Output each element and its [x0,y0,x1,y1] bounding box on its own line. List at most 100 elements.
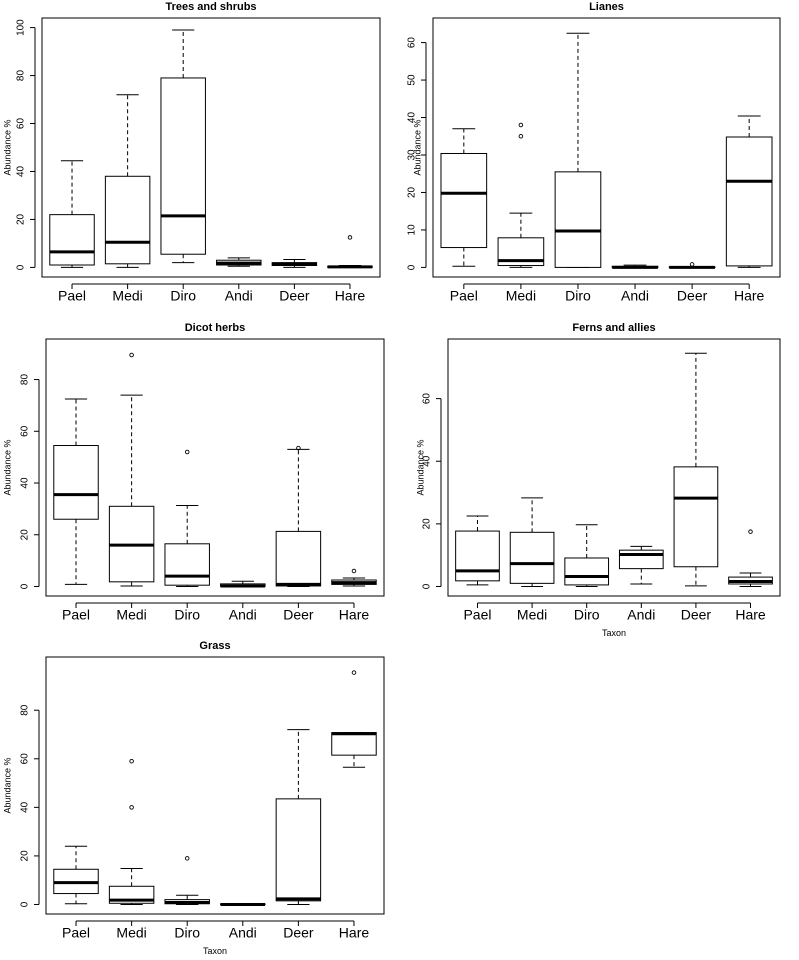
box-hare [327,235,373,269]
y-axis-label: Abundance % [2,439,12,495]
box-body [331,732,377,756]
box-medi [104,94,151,268]
y-tick-label: 20 [422,518,433,530]
y-tick-label: 0 [20,583,31,589]
chart-panel: Lianes 0 10 20 30 40 50 60 Abundance % Pael Medi Di… [407,1,781,304]
chart-panel: Grass 0 20 40 60 80 Abundance % Pael Medi Diro And… [2,640,385,956]
box-hare [331,670,377,768]
box-deer [668,262,716,269]
chart-title: Ferns and allies [572,322,655,334]
box-body [509,531,555,584]
box-body [440,152,488,249]
y-tick-label: 20 [407,186,418,198]
box-diro [554,32,602,268]
y-tick-label: 80 [20,374,31,386]
x-tick-label: Andi [229,925,257,941]
outlier-point [748,529,753,534]
x-tick-label: Hare [339,607,370,623]
y-tick-label: 0 [422,583,433,589]
x-axis-label: Taxon [203,946,227,956]
box-medi [108,758,155,905]
y-tick-label: 100 [16,19,27,36]
y-axis-label: Abundance % [2,119,12,175]
plot-frame [41,17,381,278]
y-tick-label: 0 [407,264,418,270]
box-pael [455,515,500,586]
y-tick-label: 80 [20,704,31,716]
x-tick-label: Pael [62,607,90,623]
box-body [564,557,610,586]
chart-title: Trees and shrubs [165,1,256,13]
box-body [725,136,773,267]
y-tick-label: 40 [16,165,27,177]
box-body [455,530,500,582]
chart-title: Grass [199,640,230,652]
x-tick-label: Hare [339,925,370,941]
x-tick-label: Pael [463,607,491,623]
box-body [554,171,602,268]
box-diro [164,449,210,587]
box-deer [275,445,322,587]
box-pael [53,845,99,905]
y-tick-label: 0 [16,264,27,270]
x-tick-label: Pael [450,288,478,304]
outlier-point [296,445,301,451]
outlier-point [347,235,353,240]
x-tick-label: Medi [112,288,142,304]
x-tick-label: Deer [283,925,314,941]
y-tick-label: 60 [20,425,31,437]
box-body [104,175,151,265]
chart-title: Lianes [589,1,624,13]
outlier-point [518,122,524,128]
outlier-point [129,352,134,358]
y-tick-label: 30 [407,149,418,161]
x-tick-label: Medi [506,288,536,304]
x-tick-label: Diro [174,607,200,623]
y-tick-label: 60 [20,753,31,765]
box-andi [618,545,664,585]
chart-title: Dicot herbs [185,322,246,334]
box-andi [220,580,266,588]
x-tick-label: Andi [225,288,253,304]
plot-frame [432,17,781,278]
y-axis-label: Abundance % [2,757,12,813]
y-tick-label: 40 [407,112,418,124]
y-tick-label: 20 [20,529,31,541]
box-medi [497,122,545,268]
outlier-point [518,134,524,139]
outlier-point [689,262,695,267]
box-body [673,466,719,568]
box-medi [509,497,555,587]
box-medi [108,352,155,587]
outlier-point [184,449,190,455]
x-tick-label: Andi [229,607,257,623]
box-diro [164,856,210,905]
plot-frame [45,338,385,597]
chart-panel: Ferns and allies 0 20 40 60 Abundance % Pael Me… [415,322,781,638]
box-body [49,214,95,266]
y-tick-label: 80 [16,70,27,82]
y-tick-label: 10 [407,224,418,236]
outlier-point [351,568,357,574]
box-deer [275,729,322,905]
box-andi [220,902,266,906]
x-tick-label: Deer [677,288,708,304]
y-tick-label: 0 [20,901,31,907]
x-tick-label: Diro [174,925,200,941]
box-deer [673,352,719,587]
y-tick-label: 40 [422,455,433,467]
outlier-point [129,805,134,810]
x-tick-label: Pael [58,288,86,304]
box-andi [611,264,659,269]
x-axis-label: Taxon [602,628,626,638]
box-pael [53,398,99,585]
box-body [53,445,99,520]
box-body [275,798,322,902]
y-tick-label: 20 [16,213,27,225]
box-pael [49,160,95,268]
y-tick-label: 60 [422,393,433,405]
chart-panel: Trees and shrubs 0 20 40 60 80 100 Abundance % P… [2,1,381,304]
y-axis-label: Abundance % [412,119,422,175]
x-tick-label: Medi [517,607,547,623]
